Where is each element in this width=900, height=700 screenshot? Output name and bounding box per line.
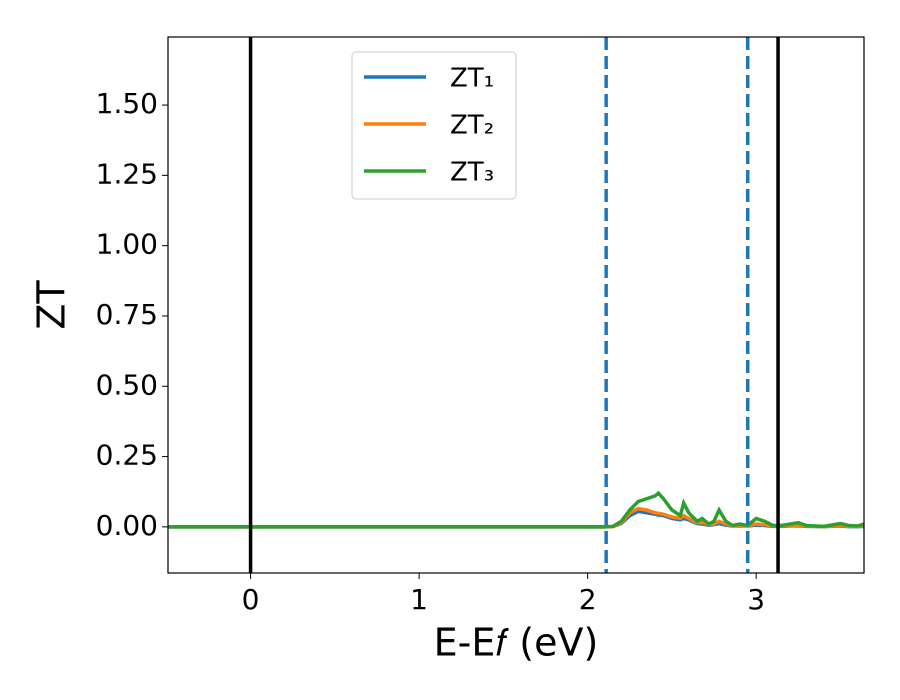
line-series bbox=[168, 490, 864, 529]
legend-label: ZT₂ bbox=[450, 111, 494, 141]
x-tick-label: 1 bbox=[410, 583, 428, 616]
y-tick-label: 0.75 bbox=[96, 298, 158, 331]
y-tick-label: 0.00 bbox=[96, 509, 158, 542]
y-tick-label: 1.00 bbox=[96, 228, 158, 261]
plot-area bbox=[168, 37, 864, 573]
x-tick-label: 0 bbox=[242, 583, 260, 616]
y-axis-label: ZT bbox=[30, 280, 74, 330]
x-axis-label: E-E𝑓 (eV) bbox=[434, 621, 599, 665]
axes-frame bbox=[167, 36, 865, 574]
legend-box bbox=[351, 51, 517, 200]
legend-label: ZT₁ bbox=[450, 64, 494, 94]
legend-label: ZT₃ bbox=[450, 158, 494, 188]
x-tick-label: 3 bbox=[747, 583, 765, 616]
y-tick-label: 0.25 bbox=[96, 439, 158, 472]
y-tick-label: 0.50 bbox=[96, 368, 158, 401]
y-tick-label: 1.25 bbox=[96, 157, 158, 190]
x-tick-label: 2 bbox=[579, 583, 597, 616]
legend: ZT₁ ZT₂ ZT₃ bbox=[351, 51, 517, 200]
y-tick-label: 1.50 bbox=[96, 87, 158, 120]
